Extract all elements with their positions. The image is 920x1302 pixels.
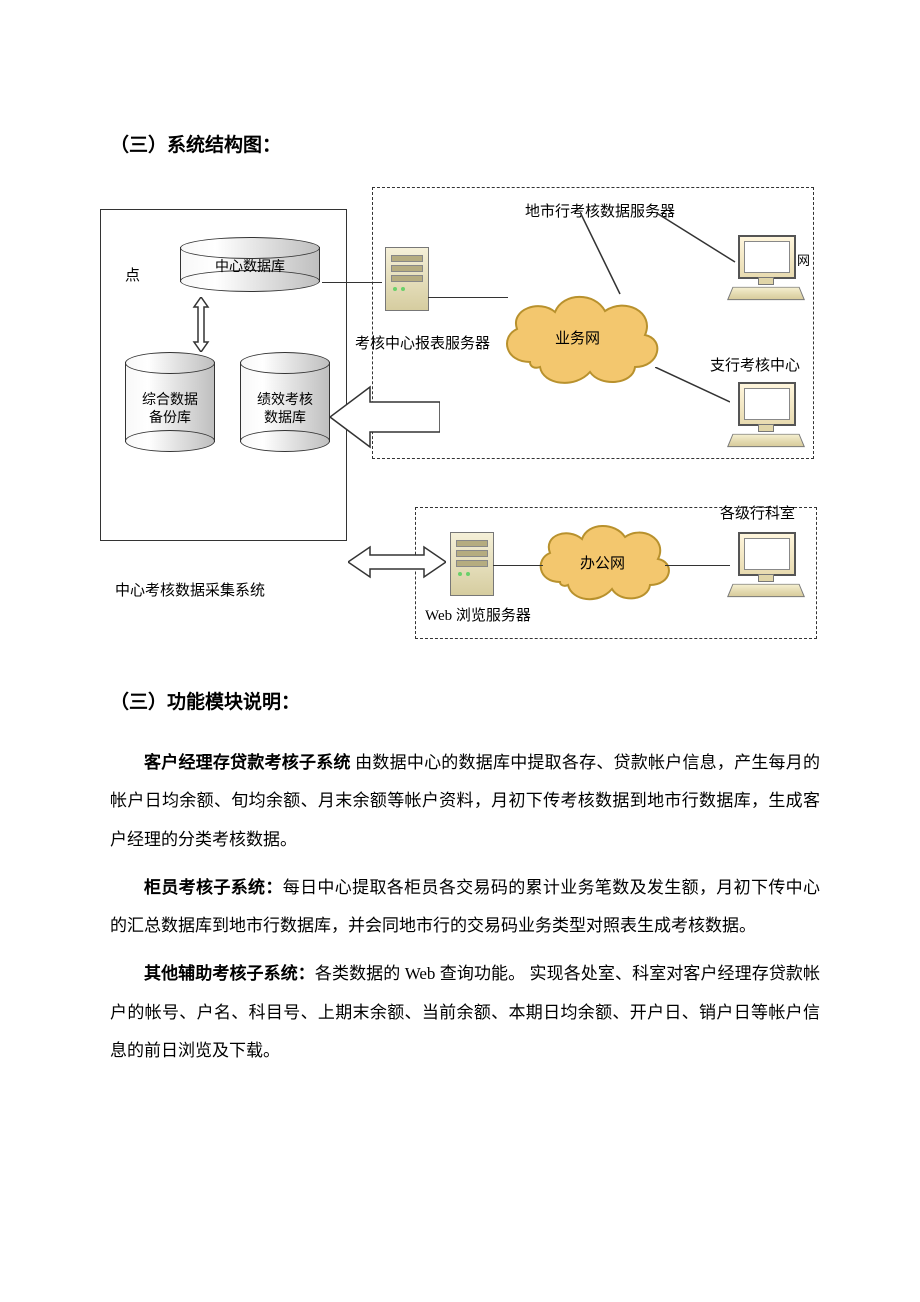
p2-lead: 柜员考核子系统：	[144, 878, 283, 897]
db-center-label: 中心数据库	[180, 259, 320, 277]
paragraph-2: 柜员考核子系统：每日中心提取各柜员各交易码的累计业务笔数及发生额，月初下传中心的…	[110, 869, 820, 946]
db-perf-label-1: 绩效考核	[257, 393, 313, 408]
connector-office-to-dept	[665, 565, 730, 566]
db-center-cylinder: 中心数据库	[180, 237, 320, 292]
left-caption: 中心考核数据采集系统	[115, 582, 265, 602]
report-server-icon	[385, 237, 427, 309]
connector-web-to-office	[493, 565, 543, 566]
dept-office-label: 各级行科室	[720, 505, 795, 525]
paragraph-1: 客户经理存贷款考核子系统 由数据中心的数据库中提取各存、贷款帐户信息，产生每月的…	[110, 744, 820, 859]
connector-cloud-to-branch	[655, 367, 730, 407]
big-arrow-double	[348, 545, 446, 579]
db-backup-label-1: 综合数据	[142, 393, 198, 408]
connector-cloud-to-city	[580, 212, 745, 297]
office-cloud-label: 办公网	[580, 555, 625, 575]
biz-cloud-label: 业务网	[555, 330, 600, 350]
paragraph-3: 其他辅助考核子系统：各类数据的 Web 查询功能。 实现各处室、科室对客户经理存…	[110, 955, 820, 1070]
p1-lead: 客户经理存贷款考核子系统	[144, 753, 351, 772]
db-perf-label-2: 数据库	[264, 411, 306, 426]
big-arrow-left	[330, 382, 440, 452]
report-server-label: 考核中心报表服务器	[355, 335, 490, 355]
left-box-label: 点	[125, 267, 140, 287]
db-backup-cylinder: 综合数据 备份库	[125, 352, 215, 452]
dept-office-icon	[730, 532, 800, 597]
net-char-1: 网	[797, 253, 810, 270]
db-perf-cylinder: 绩效考核 数据库	[240, 352, 330, 452]
web-server-icon	[450, 522, 492, 594]
web-server-label: Web 浏览服务器	[425, 607, 531, 627]
section-heading-modules: （三）功能模块说明：	[110, 687, 820, 714]
p3-lead: 其他辅助考核子系统：	[144, 964, 315, 983]
db-backup-label-2: 备份库	[149, 411, 191, 426]
branch-center-icon	[730, 382, 800, 447]
connector-report-to-cloud	[428, 297, 508, 298]
arrow-vertical-db	[190, 297, 212, 352]
system-diagram: 点 中心数据库 综合数据 备份库 绩效考	[100, 187, 820, 637]
section-heading-structure: （三）系统结构图：	[110, 130, 820, 157]
